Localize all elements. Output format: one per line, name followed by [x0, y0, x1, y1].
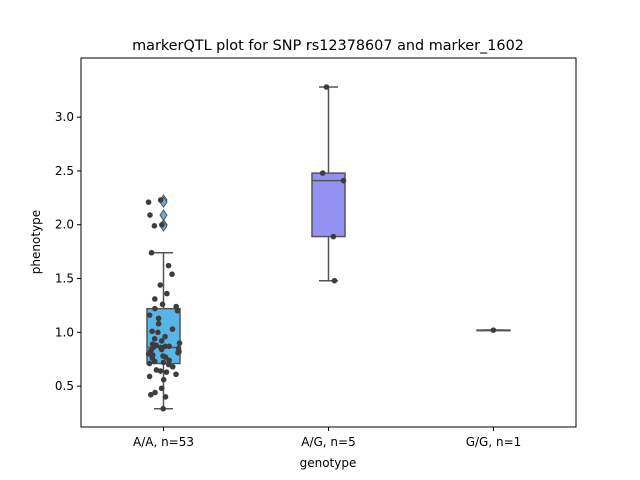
data-point — [157, 282, 164, 288]
data-point — [151, 335, 158, 342]
x-tick-label: A/G, n=5 — [301, 435, 355, 449]
data-point — [166, 357, 172, 364]
data-point — [160, 376, 167, 383]
data-point — [165, 361, 172, 368]
y-tick-label: 3.0 — [55, 110, 74, 124]
data-point — [174, 308, 181, 314]
data-point — [145, 199, 152, 205]
x-tick-label: A/A, n=53 — [133, 435, 194, 449]
data-point — [155, 329, 161, 336]
data-point — [176, 340, 183, 346]
data-point — [162, 394, 169, 400]
data-point — [160, 353, 166, 359]
data-point — [164, 290, 170, 297]
data-point — [146, 360, 153, 367]
data-point — [148, 249, 155, 256]
data-point — [173, 303, 179, 310]
y-axis-label: phenotype — [29, 210, 43, 274]
data-point — [149, 341, 156, 347]
data-point — [169, 326, 176, 332]
data-point — [162, 343, 168, 350]
data-point — [331, 277, 338, 284]
y-tick-label: 1.0 — [55, 325, 74, 339]
data-point — [158, 338, 165, 344]
data-point — [155, 320, 162, 327]
data-point — [149, 328, 155, 335]
data-point — [160, 359, 167, 366]
data-point — [146, 373, 153, 380]
data-point — [323, 84, 330, 90]
data-point — [490, 327, 497, 333]
plot-area — [145, 84, 511, 412]
data-point — [158, 344, 164, 351]
data-point — [166, 343, 172, 350]
x-axis-label: genotype — [300, 456, 357, 470]
data-point — [163, 369, 170, 375]
data-point — [159, 221, 165, 228]
data-point — [175, 345, 182, 352]
box-group — [311, 86, 346, 282]
data-point — [152, 305, 158, 312]
data-point — [169, 271, 175, 278]
y-tick-label: 2.0 — [55, 218, 74, 232]
data-point — [148, 391, 154, 398]
data-point — [151, 296, 158, 302]
x-tick-label: G/G, n=1 — [466, 435, 522, 449]
data-point — [147, 212, 153, 218]
chart-title: markerQTL plot for SNP rs12378607 and ma… — [132, 38, 524, 54]
data-point — [146, 312, 153, 318]
data-point — [153, 367, 160, 373]
y-tick-label: 2.5 — [55, 164, 74, 178]
data-point — [173, 371, 179, 378]
data-point — [330, 233, 337, 240]
data-point — [165, 262, 172, 269]
data-point — [159, 301, 166, 308]
data-point — [158, 385, 165, 392]
y-tick-label: 0.5 — [55, 379, 74, 393]
data-point — [155, 315, 162, 322]
data-point — [152, 389, 158, 396]
data-point — [340, 177, 347, 184]
data-point — [160, 405, 166, 412]
box — [311, 172, 346, 238]
y-tick-label: 1.5 — [55, 272, 74, 286]
data-point — [319, 170, 326, 176]
data-point — [151, 223, 158, 229]
data-point — [162, 333, 168, 340]
data-point — [157, 197, 164, 203]
